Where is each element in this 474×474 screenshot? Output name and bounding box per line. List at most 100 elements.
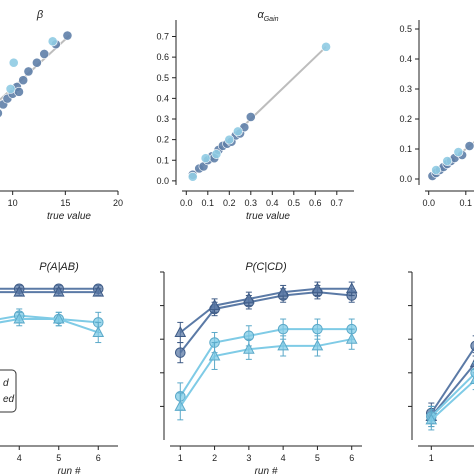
x-tick-label: 0.1 <box>202 198 215 208</box>
y-tick-label: 0.0 <box>399 174 412 184</box>
scatter-point <box>232 126 243 137</box>
scatter-point <box>47 36 58 47</box>
x-tick-label: 0.4 <box>266 198 279 208</box>
panel-title: β <box>36 9 44 21</box>
series-line <box>179 287 352 334</box>
x-tick-label: 2 <box>212 453 217 463</box>
panel-title: P(C|CD) <box>245 261 287 273</box>
data-marker-triangle <box>92 285 105 297</box>
panel-2: 0.0 0.1 0.2 0.3 0.4 0.5 0.6 0.7 0.0 0.1 0.2 0.3 0.4 0… <box>156 9 354 222</box>
x-tick-label: 5 <box>56 453 61 463</box>
scatter-point <box>39 49 50 59</box>
series-line <box>430 379 474 421</box>
y-tick-label: 0.3 <box>399 84 412 94</box>
x-tick-label: 4 <box>281 453 286 463</box>
y-tick-label: 0.5 <box>399 24 412 34</box>
panel-1: 10 15 20 true value β <box>0 9 123 222</box>
x-tick-label: 0.0 <box>180 198 193 208</box>
series-line <box>179 291 352 354</box>
y-tick-label: 0.1 <box>156 155 169 165</box>
data-marker-triangle <box>52 285 65 297</box>
data-marker-triangle <box>208 299 221 311</box>
data-marker-triangle <box>174 399 187 411</box>
scatter-point <box>321 41 331 52</box>
x-axis-label: run # <box>255 466 278 474</box>
y-tick-label: 0.4 <box>156 93 169 103</box>
series-line <box>179 338 352 407</box>
legend-frame <box>0 369 17 413</box>
data-marker-triangle <box>277 339 289 351</box>
data-marker-triangle <box>311 339 324 351</box>
panel-title: αGain <box>257 9 278 23</box>
data-marker-triangle <box>345 282 358 294</box>
legend-entry: ed <box>3 394 15 405</box>
scatter-point <box>23 66 34 77</box>
scatter-point <box>8 57 19 68</box>
y-tick-label: 0.0 <box>156 176 169 186</box>
data-marker-triangle <box>243 342 255 354</box>
scatter-point <box>245 112 256 122</box>
data-marker-circle <box>174 347 186 358</box>
x-tick-label: 4 <box>17 453 22 463</box>
scatter-point <box>211 149 222 159</box>
series-line <box>430 346 474 414</box>
x-tick-label: 0.5 <box>288 198 301 208</box>
scatter-point <box>431 165 442 175</box>
scatter-point <box>14 86 24 97</box>
panel-3: 0.0 0.1 0.0 0.1 0.2 0.3 0.4 0.5 <box>399 20 474 208</box>
data-marker-triangle <box>243 292 255 304</box>
scatter-point <box>62 30 73 41</box>
scatter-point <box>18 75 29 86</box>
scatter-point <box>5 84 16 94</box>
legend: d ed <box>0 369 17 413</box>
panel-5: 1 2 3 4 5 6 run # P(C|CD) <box>160 261 362 474</box>
x-tick-label: 1 <box>429 453 434 463</box>
y-tick-label: 0.2 <box>156 135 169 145</box>
data-marker-triangle <box>469 359 474 368</box>
series-line <box>179 328 352 397</box>
x-tick-label: 20 <box>113 198 123 208</box>
scatter-point <box>464 141 474 151</box>
data-marker-triangle <box>174 325 187 337</box>
legend-entry: d <box>3 378 9 389</box>
panel-6: 1 <box>408 271 474 463</box>
scatter-point <box>0 108 3 118</box>
x-tick-label: 0.3 <box>245 198 258 208</box>
x-tick-label: 0.0 <box>422 198 435 208</box>
x-tick-label: 0.7 <box>331 198 344 208</box>
panel-4: 4 5 6 run # P(A|AB) d ed <box>0 261 118 474</box>
x-tick-label: 6 <box>349 453 354 463</box>
scatter-point <box>224 134 235 145</box>
series-line <box>430 373 474 418</box>
scatter-point <box>200 153 211 164</box>
x-tick-label: 6 <box>96 453 101 463</box>
y-tick-label: 0.3 <box>156 114 169 124</box>
x-tick-label: 15 <box>60 198 70 208</box>
x-tick-label: 0.2 <box>223 198 236 208</box>
data-marker-triangle <box>311 282 324 294</box>
data-marker-triangle <box>13 312 26 324</box>
x-axis-label: true value <box>246 211 290 222</box>
data-marker-triangle <box>208 349 221 361</box>
y-tick-label: 0.1 <box>399 144 412 154</box>
data-marker-triangle <box>345 332 358 344</box>
data-marker-triangle <box>425 413 438 425</box>
y-tick-label: 0.6 <box>156 52 169 62</box>
x-tick-label: 3 <box>246 453 251 463</box>
y-tick-label: 0.7 <box>156 32 169 42</box>
data-marker-triangle <box>92 325 105 337</box>
data-marker-circle <box>277 323 289 335</box>
x-axis-label: true value <box>47 211 91 222</box>
data-marker-circle <box>312 323 323 335</box>
panel-title-subscript: Gain <box>264 16 279 23</box>
data-marker-triangle <box>13 285 26 297</box>
x-tick-label: 5 <box>315 453 320 463</box>
x-tick-label: 0.1 <box>460 198 473 208</box>
x-axis-label: run # <box>58 466 81 474</box>
panel-title: P(A|AB) <box>39 261 79 273</box>
scatter-point <box>453 147 464 157</box>
scatter-point <box>442 156 453 166</box>
x-tick-label: 0.6 <box>309 198 322 208</box>
scatter-point <box>187 171 198 182</box>
